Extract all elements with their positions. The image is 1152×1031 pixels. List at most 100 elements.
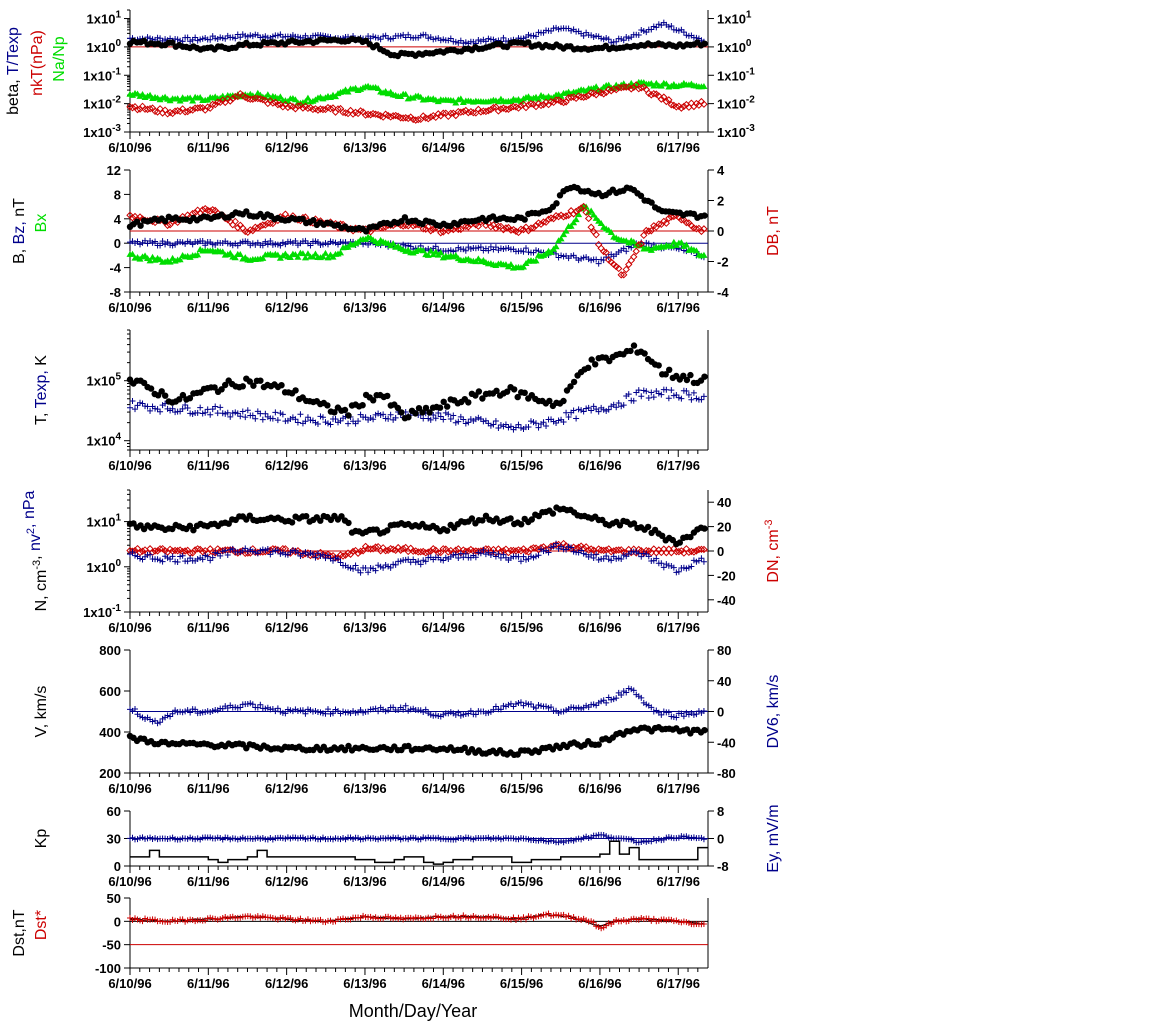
data-point — [197, 554, 204, 561]
data-point — [519, 263, 527, 270]
data-point — [578, 407, 585, 414]
data-point — [327, 238, 334, 245]
data-point — [490, 549, 497, 556]
right-tick-label: 1x101 — [717, 10, 752, 27]
data-point — [615, 264, 623, 273]
data-point — [216, 98, 224, 107]
data-point — [279, 411, 286, 418]
data-point — [457, 915, 464, 922]
x-tick-label: 6/15/96 — [500, 458, 543, 473]
data-point — [507, 555, 514, 562]
x-tick-label: 6/11/96 — [187, 140, 230, 155]
data-point — [142, 835, 149, 842]
data-point — [129, 250, 137, 257]
x-tick-label: 6/15/96 — [500, 300, 543, 315]
data-point — [680, 29, 687, 36]
data-point — [239, 834, 246, 841]
y-tick-label: 60 — [107, 804, 121, 819]
data-point — [482, 107, 490, 116]
data-point — [427, 711, 434, 718]
data-point — [653, 837, 660, 844]
data-point — [447, 709, 454, 716]
data-point — [337, 916, 344, 923]
data-point — [477, 38, 484, 45]
data-point — [602, 248, 610, 257]
data-point — [168, 109, 177, 118]
data-point — [613, 38, 620, 45]
x-tick-label: 6/12/96 — [265, 620, 308, 635]
data-point — [324, 552, 331, 559]
data-point — [167, 835, 174, 842]
data-point — [587, 223, 595, 231]
data-point — [234, 31, 241, 38]
data-point — [653, 24, 660, 31]
data-point — [445, 411, 452, 418]
data-point — [622, 83, 630, 91]
data-point — [603, 552, 610, 559]
data-point — [207, 239, 214, 246]
data-point — [410, 556, 417, 563]
data-point — [140, 379, 148, 387]
data-point — [330, 836, 337, 843]
data-point — [387, 564, 394, 571]
data-point — [146, 104, 154, 113]
data-point — [562, 227, 570, 234]
data-point — [700, 921, 707, 928]
data-point — [410, 915, 417, 922]
data-point — [254, 550, 261, 557]
data-point — [520, 248, 527, 255]
data-point — [512, 424, 519, 431]
data-point — [592, 230, 600, 239]
data-point — [683, 833, 690, 840]
data-point — [638, 694, 645, 701]
data-point — [159, 402, 166, 409]
data-point — [477, 550, 484, 557]
data-point — [338, 513, 345, 520]
data-point — [224, 409, 231, 416]
data-point — [324, 420, 331, 427]
y-tick-label: 800 — [99, 643, 121, 658]
data-point — [224, 704, 231, 711]
data-point — [525, 39, 532, 46]
data-point — [189, 410, 196, 417]
data-point — [527, 224, 535, 232]
series-p1-3 — [126, 81, 708, 124]
data-point — [152, 835, 159, 842]
data-point — [335, 241, 342, 248]
data-point — [259, 834, 266, 841]
data-point — [603, 833, 610, 840]
data-point — [419, 409, 426, 416]
right-tick-label: 4 — [717, 163, 725, 178]
data-point — [181, 547, 189, 555]
data-point — [494, 222, 503, 231]
data-point — [304, 104, 312, 113]
x-tick-label: 6/15/96 — [500, 781, 543, 796]
data-point — [142, 915, 149, 922]
data-point — [322, 240, 329, 247]
data-point — [685, 391, 692, 398]
data-point — [437, 229, 445, 237]
series-p6-0 — [127, 831, 707, 846]
data-point — [643, 838, 650, 845]
data-point — [344, 88, 352, 95]
x-tick-label: 6/10/96 — [108, 976, 151, 991]
data-point — [683, 387, 690, 394]
data-point — [590, 33, 597, 40]
data-point — [197, 709, 204, 716]
data-point — [440, 36, 447, 43]
data-point — [533, 33, 540, 40]
data-point — [355, 418, 362, 425]
data-point — [151, 547, 159, 555]
data-point — [667, 101, 676, 109]
right-tick-label: 0 — [717, 705, 724, 720]
data-point — [574, 206, 583, 214]
data-point — [600, 406, 607, 413]
data-point — [701, 727, 708, 734]
data-point — [439, 545, 447, 553]
data-point — [460, 40, 467, 47]
data-point — [227, 413, 234, 420]
data-point — [207, 36, 214, 43]
y-tick-label: 1x100 — [87, 38, 122, 55]
data-point — [312, 554, 319, 561]
data-point — [579, 93, 588, 101]
